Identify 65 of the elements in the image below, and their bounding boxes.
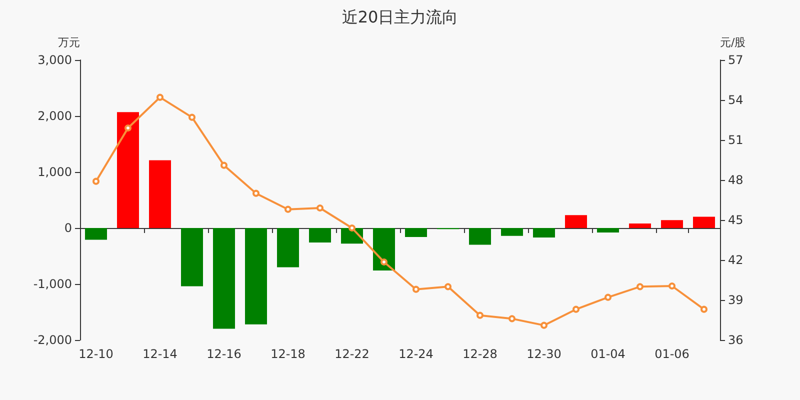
point <box>540 322 548 329</box>
bar <box>693 216 715 228</box>
point <box>284 206 292 213</box>
y2-tick-label: 54 <box>728 93 744 107</box>
bar <box>661 220 683 228</box>
y2-tick-label: 48 <box>728 173 744 187</box>
bar <box>213 228 235 329</box>
bar <box>309 228 331 243</box>
point <box>188 114 196 121</box>
bar <box>245 228 267 324</box>
x-tick-label: 01-04 <box>590 347 626 361</box>
point <box>508 315 516 322</box>
y2-tick-label: 57 <box>728 53 744 67</box>
point <box>572 306 580 313</box>
point <box>156 94 164 101</box>
bar <box>277 228 299 268</box>
x-tick-label: 12-30 <box>526 347 562 361</box>
bar <box>405 228 427 237</box>
point <box>92 178 100 185</box>
point <box>380 258 388 266</box>
y-tick-label: 0 <box>64 221 72 235</box>
x-tick-label: 12-24 <box>398 347 434 361</box>
x-tick-label: 12-16 <box>206 347 242 361</box>
bar <box>117 112 139 228</box>
point <box>476 312 484 319</box>
y2-tick-label: 51 <box>728 133 744 147</box>
x-tick-label: 12-22 <box>334 347 370 361</box>
x-tick-label: 12-10 <box>78 347 114 361</box>
chart-title: 近20日主力流向 <box>342 8 458 26</box>
point <box>316 204 324 212</box>
bar <box>565 215 587 228</box>
point <box>124 124 132 132</box>
bar <box>85 228 107 240</box>
y2-tick-label: 42 <box>728 253 744 267</box>
y2-axis-title: 元/股 <box>720 36 746 49</box>
point <box>444 283 452 290</box>
y-axis-title: 万元 <box>58 36 80 49</box>
bar <box>597 228 619 232</box>
y-tick-label: 2,000 <box>38 109 72 123</box>
bar <box>533 228 555 238</box>
y2-tick-label: 39 <box>728 293 744 307</box>
x-tick-label: 01-06 <box>654 347 690 361</box>
point <box>604 294 612 301</box>
point <box>412 286 420 293</box>
y-tick-label: 1,000 <box>38 165 72 179</box>
x-tick-label: 12-28 <box>462 347 498 361</box>
bar <box>373 228 395 271</box>
bar <box>149 160 171 228</box>
bar <box>501 228 523 236</box>
y2-tick-label: 36 <box>728 333 744 347</box>
point <box>700 306 708 313</box>
y-tick-label: -2,000 <box>33 333 72 347</box>
x-tick-label: 12-14 <box>142 347 178 361</box>
point <box>220 162 228 169</box>
point <box>636 283 644 290</box>
x-tick-label: 12-18 <box>270 347 306 361</box>
bar <box>181 228 203 286</box>
point <box>668 282 676 290</box>
bar <box>469 228 491 245</box>
bar <box>629 224 651 228</box>
y-tick-label: -1,000 <box>33 277 72 291</box>
point <box>348 224 356 232</box>
y2-tick-label: 45 <box>728 213 744 227</box>
y-tick-label: 3,000 <box>38 53 72 67</box>
point <box>252 190 260 197</box>
